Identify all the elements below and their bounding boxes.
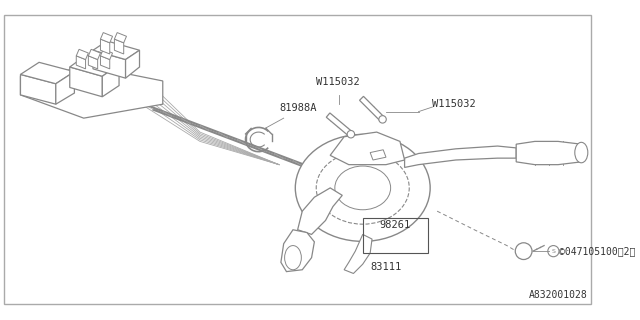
Polygon shape xyxy=(76,56,86,69)
Polygon shape xyxy=(516,141,581,165)
Polygon shape xyxy=(298,188,342,235)
Polygon shape xyxy=(100,33,113,43)
Polygon shape xyxy=(370,150,386,160)
Polygon shape xyxy=(100,56,109,69)
Polygon shape xyxy=(326,113,353,136)
Polygon shape xyxy=(76,49,88,60)
Ellipse shape xyxy=(575,142,588,163)
Text: A832001028: A832001028 xyxy=(529,290,588,300)
Polygon shape xyxy=(115,39,124,54)
Polygon shape xyxy=(330,132,404,165)
Text: 81988A: 81988A xyxy=(279,103,317,114)
Text: 98261: 98261 xyxy=(380,220,411,230)
Polygon shape xyxy=(70,55,119,76)
Polygon shape xyxy=(93,41,140,60)
Polygon shape xyxy=(20,75,56,104)
Ellipse shape xyxy=(295,134,430,241)
Circle shape xyxy=(379,116,387,123)
Text: W115032: W115032 xyxy=(316,77,360,87)
Polygon shape xyxy=(88,49,100,60)
Polygon shape xyxy=(102,64,119,97)
Polygon shape xyxy=(20,67,163,118)
Polygon shape xyxy=(20,62,74,84)
Circle shape xyxy=(515,243,532,260)
Text: 83111: 83111 xyxy=(371,262,402,272)
Polygon shape xyxy=(56,72,74,104)
Polygon shape xyxy=(93,50,125,78)
Polygon shape xyxy=(115,33,127,43)
Polygon shape xyxy=(70,67,102,97)
Polygon shape xyxy=(100,49,113,60)
Polygon shape xyxy=(344,235,372,274)
Polygon shape xyxy=(360,96,385,121)
Polygon shape xyxy=(404,146,516,167)
Bar xyxy=(363,218,428,253)
Polygon shape xyxy=(281,230,314,272)
Text: W115032: W115032 xyxy=(433,99,476,109)
Polygon shape xyxy=(88,56,98,69)
Text: S: S xyxy=(552,249,556,254)
Polygon shape xyxy=(100,39,109,54)
Polygon shape xyxy=(125,50,140,78)
Circle shape xyxy=(347,131,355,138)
Text: ©047105100（2）: ©047105100（2） xyxy=(559,246,636,256)
